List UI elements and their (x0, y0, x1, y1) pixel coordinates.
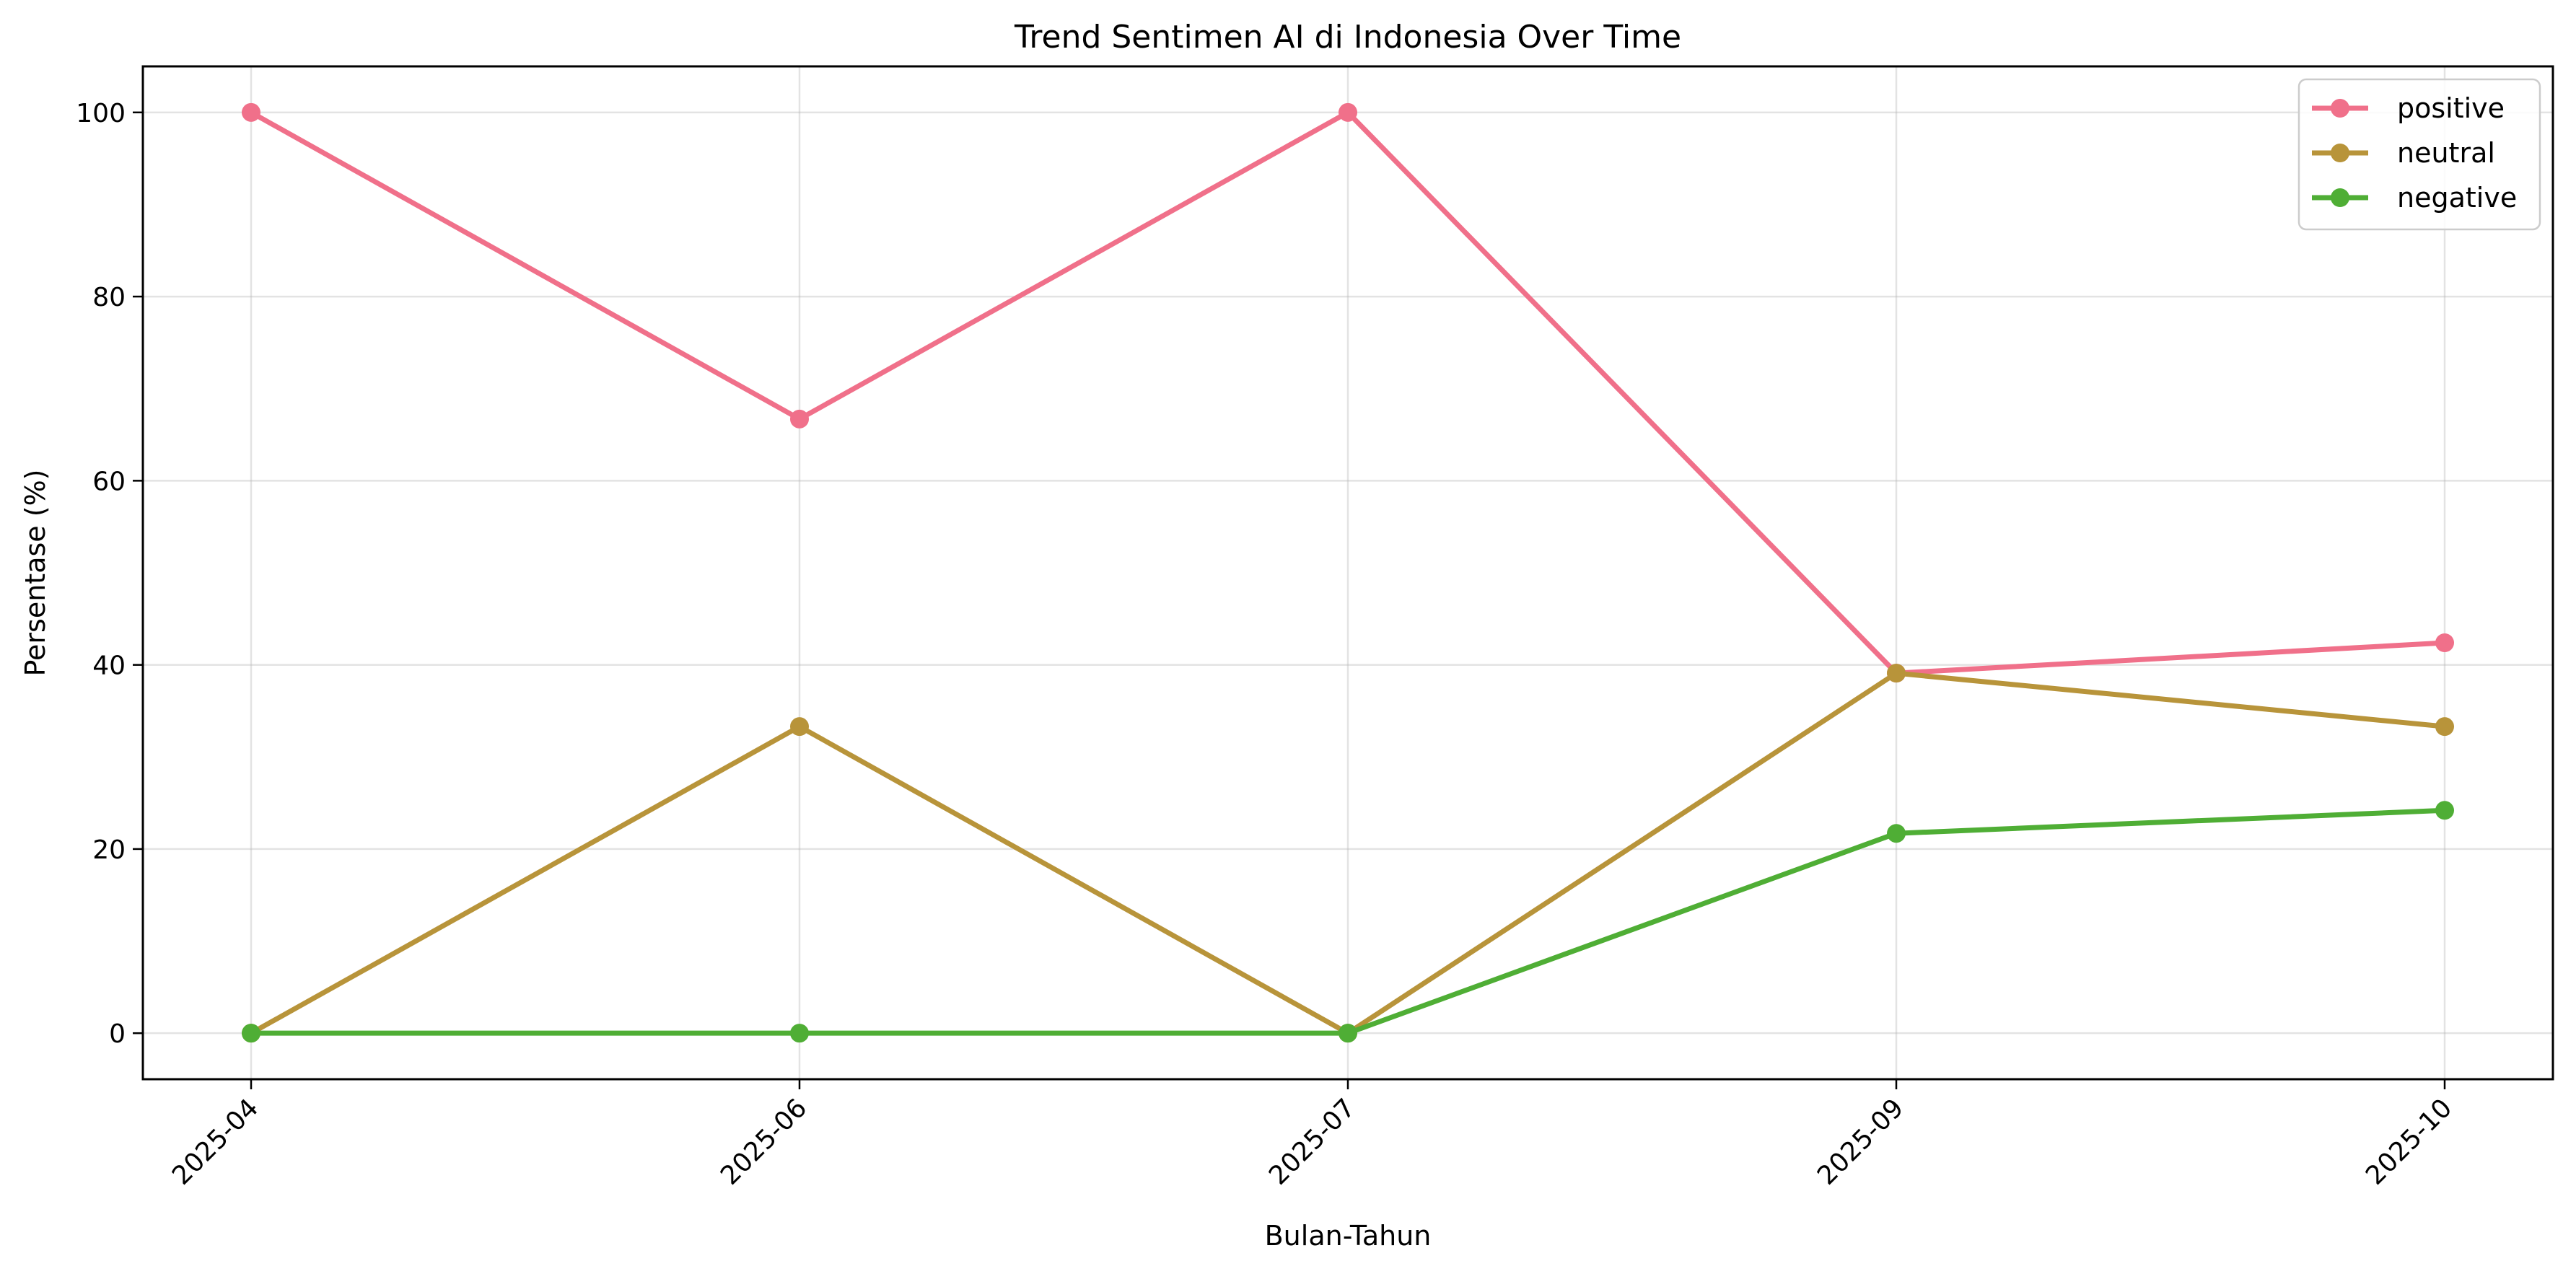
data-point-neutral (790, 717, 809, 737)
data-point-negative (1887, 824, 1906, 843)
legend-label-positive: positive (2397, 92, 2505, 124)
x-tick-label: 2025-09 (1812, 1093, 1909, 1190)
grid (143, 66, 2553, 1079)
y-tick-label: 0 (109, 1019, 126, 1049)
legend-marker-neutral (2331, 144, 2349, 162)
y-tick-label: 40 (92, 651, 126, 681)
data-point-positive (2435, 633, 2454, 653)
data-point-positive (1339, 102, 1357, 122)
legend-label-negative: negative (2397, 182, 2517, 214)
data-point-positive (242, 102, 260, 122)
x-axis-ticks: 2025-04 2025-06 2025-07 2025-09 2025-10 (167, 1079, 2458, 1191)
legend-label-neutral: neutral (2397, 137, 2495, 169)
y-tick-label: 80 (92, 283, 126, 312)
data-point-negative (1339, 1024, 1357, 1043)
x-tick-label: 2025-04 (167, 1093, 264, 1190)
data-point-negative (242, 1024, 260, 1043)
data-point-positive (790, 409, 809, 429)
plot-lines (242, 102, 2454, 1043)
y-axis-ticks: 0 20 40 60 80 100 (76, 99, 143, 1049)
data-point-negative (2435, 801, 2454, 820)
data-point-negative (790, 1024, 809, 1043)
x-tick-label: 2025-10 (2360, 1093, 2458, 1190)
y-tick-label: 100 (76, 99, 126, 128)
legend-marker-negative (2331, 188, 2349, 207)
x-tick-label: 2025-06 (715, 1093, 812, 1190)
x-tick-label: 2025-07 (1263, 1093, 1361, 1190)
legend-box (2297, 78, 2541, 231)
legend-marker-positive (2331, 99, 2349, 118)
y-axis-label: Persentase (%) (19, 469, 51, 676)
y-tick-label: 60 (92, 467, 126, 496)
x-axis-label: Bulan-Tahun (1265, 1220, 1432, 1252)
y-tick-label: 20 (92, 835, 126, 865)
chart-title: Trend Sentimen AI di Indonesia Over Time (1014, 19, 1681, 56)
data-point-neutral (2435, 717, 2454, 737)
legend: positive neutral negative (2297, 78, 2541, 231)
data-point-neutral (1887, 664, 1906, 683)
